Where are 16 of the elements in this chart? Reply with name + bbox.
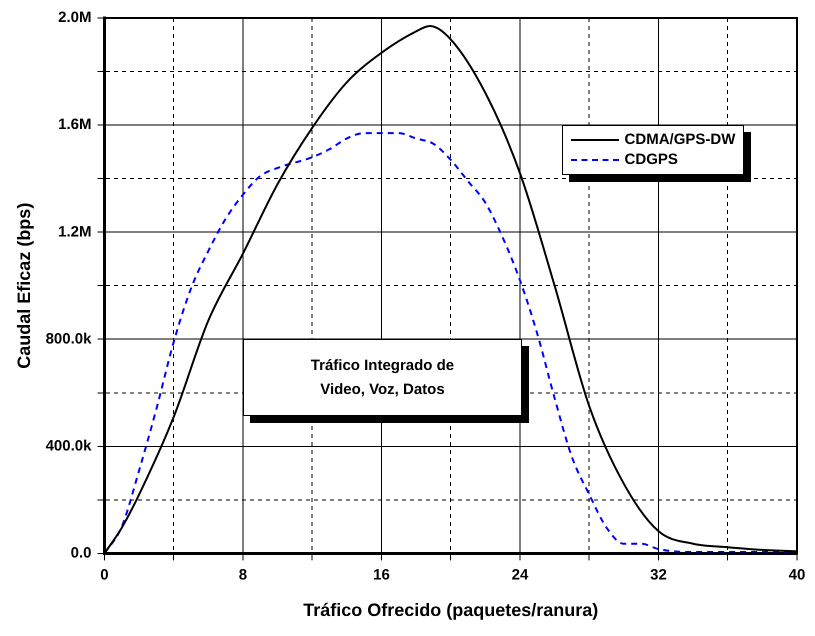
legend-label: CDGPS (624, 150, 678, 170)
x-tick-label: 16 (373, 566, 390, 584)
x-tick-label: 24 (512, 566, 529, 584)
y-tick-label: 0.0 (70, 544, 92, 562)
x-tick-label: 0 (100, 566, 109, 584)
x-axis-title: Tráfico Ofrecido (paquetes/ranura) (303, 600, 598, 620)
legend-label: CDMA/GPS-DW (624, 130, 736, 150)
y-tick-label: 800.0k (46, 330, 92, 348)
x-tick-label: 40 (788, 566, 806, 584)
x-tick-label: 32 (650, 566, 667, 584)
x-tick-label: 8 (238, 566, 248, 584)
y-tick-label: 400.0k (46, 437, 92, 454)
y-tick-label: 2.0M (58, 9, 92, 26)
y-tick-label: 1.2M (58, 223, 92, 240)
y-axis-title: Caudal Eficaz (bps) (14, 202, 34, 369)
y-tick-label: 1.6M (58, 116, 92, 134)
